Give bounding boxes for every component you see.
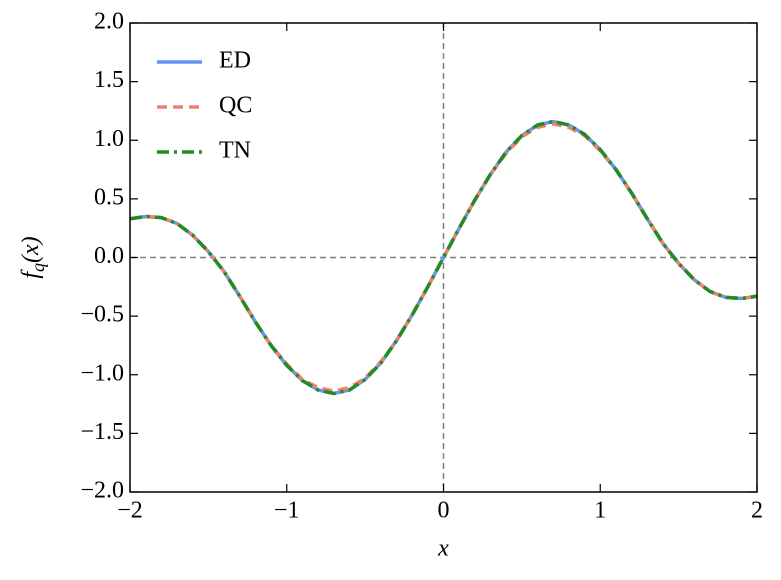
y-tick-label: 1.0 <box>94 126 124 152</box>
y-tick-label: −1.5 <box>80 419 124 445</box>
y-tick-label: −2.0 <box>80 478 124 504</box>
x-axis-label: x <box>437 536 449 562</box>
x-tick-label: 1 <box>594 498 606 524</box>
series-line <box>129 119 758 396</box>
legend-label: QC <box>219 93 252 119</box>
x-tick-label: 0 <box>438 498 450 524</box>
y-tick-label: −0.5 <box>80 302 124 328</box>
x-tick-label: 2 <box>751 498 763 524</box>
y-axis-label: fq(x) <box>18 236 49 278</box>
y-tick-label: 1.5 <box>94 67 124 93</box>
y-tick-label: 0.0 <box>94 243 124 269</box>
x-tick-label: −2 <box>117 498 143 524</box>
legend-label: ED <box>219 48 251 74</box>
x-tick-label: −1 <box>274 498 300 524</box>
y-tick-label: 2.0 <box>94 9 124 35</box>
y-tick-label: 0.5 <box>94 184 124 210</box>
legend-label: TN <box>219 138 251 164</box>
y-tick-label: −1.0 <box>80 360 124 386</box>
